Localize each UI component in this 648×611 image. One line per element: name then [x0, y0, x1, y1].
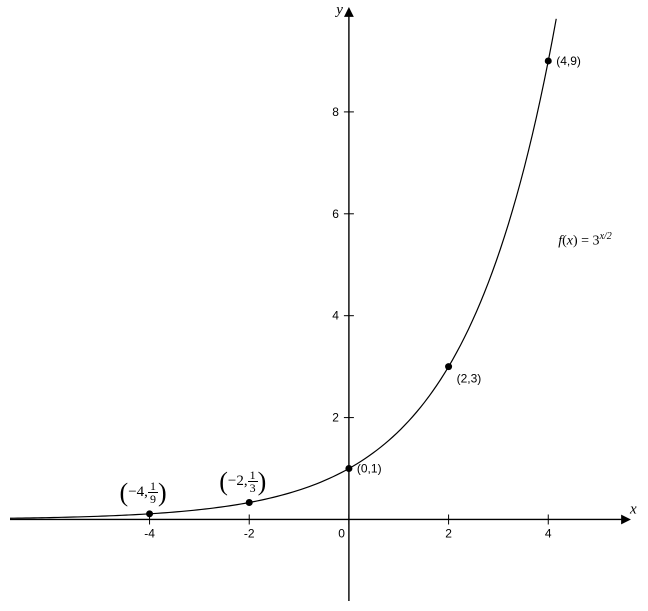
- x-axis-label: x: [629, 501, 637, 517]
- x-tick-label: 0: [338, 526, 345, 540]
- data-point: [146, 510, 153, 517]
- data-point: [445, 363, 452, 370]
- y-tick-label: 4: [332, 309, 339, 323]
- x-tick-label: -4: [144, 526, 155, 540]
- y-axis-label: y: [334, 2, 343, 18]
- chart-container: yx-4-20242468(0,1)(2,3)(4,9) (−4,19) (−2…: [0, 0, 648, 611]
- data-point: [345, 465, 352, 472]
- data-point: [545, 57, 552, 64]
- x-tick-label: 4: [545, 526, 552, 540]
- point-label: (0,1): [357, 462, 382, 476]
- y-tick-label: 8: [332, 105, 339, 119]
- point-label: (4,9): [556, 54, 581, 68]
- x-tick-label: 2: [445, 526, 452, 540]
- y-tick-label: 2: [332, 411, 339, 425]
- point-label: (2,3): [457, 372, 482, 386]
- exponential-chart: y x -4 -2 0 2 4 2 4 6 8 (0,1) (2,3) (4,9): [0, 0, 648, 611]
- function-label: f(x) = 3x/2: [558, 231, 612, 250]
- x-tick-label: -2: [244, 526, 255, 540]
- data-point: [246, 499, 253, 506]
- y-tick-label: 6: [332, 207, 339, 221]
